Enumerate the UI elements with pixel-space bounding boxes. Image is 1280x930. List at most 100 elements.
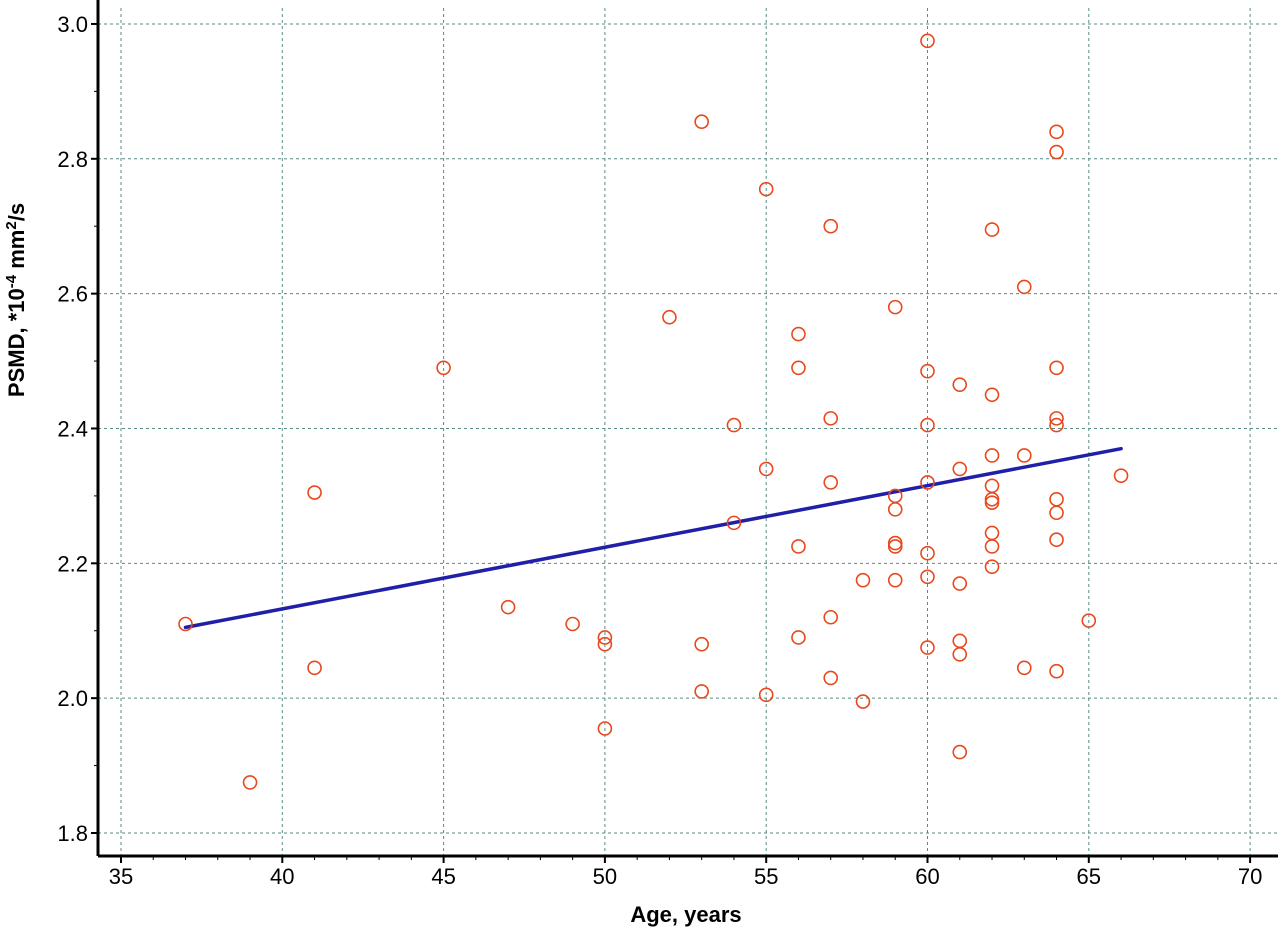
data-point bbox=[758, 181, 774, 197]
data-point bbox=[1049, 417, 1064, 433]
y-tick-label: 2.6 bbox=[57, 282, 88, 307]
y-axis-title: PSMD, *10-4 mm2/s bbox=[3, 203, 29, 397]
x-tick-labels: 35 40 45 50 55 60 65 70 bbox=[109, 864, 1263, 889]
data-point bbox=[1049, 360, 1064, 376]
data-point bbox=[1049, 124, 1064, 140]
y-tick-labels: 1.8 2.0 2.2 2.4 2.6 2.8 3.0 bbox=[57, 12, 88, 846]
x-tick-label: 50 bbox=[593, 864, 617, 889]
data-point bbox=[242, 775, 258, 790]
data-point bbox=[920, 33, 935, 49]
y-tick-label: 3.0 bbox=[57, 12, 88, 37]
data-point bbox=[887, 502, 903, 517]
data-point bbox=[1016, 660, 1032, 676]
data-point bbox=[887, 539, 903, 554]
data-point bbox=[823, 411, 839, 426]
x-tick-label: 35 bbox=[109, 864, 133, 889]
x-tick-label: 60 bbox=[915, 864, 939, 889]
data-point bbox=[823, 670, 839, 686]
y-tick-label: 2.8 bbox=[57, 147, 88, 172]
data-point bbox=[178, 616, 193, 632]
data-point bbox=[984, 491, 1000, 507]
data-point bbox=[952, 647, 968, 662]
data-point bbox=[597, 636, 613, 652]
data-point bbox=[565, 616, 580, 632]
x-tick-label: 65 bbox=[1077, 864, 1101, 889]
data-point bbox=[1016, 279, 1032, 295]
data-point bbox=[984, 387, 1000, 403]
data-point bbox=[984, 448, 1000, 463]
data-points bbox=[178, 33, 1129, 790]
data-point bbox=[984, 222, 1000, 237]
data-point bbox=[694, 684, 709, 699]
y-tick-label: 1.8 bbox=[57, 821, 88, 846]
data-point bbox=[694, 636, 709, 652]
data-point bbox=[952, 744, 968, 760]
data-point bbox=[952, 633, 968, 649]
data-point bbox=[920, 363, 935, 379]
data-point bbox=[1049, 532, 1064, 548]
x-tick-label: 45 bbox=[431, 864, 455, 889]
y-tick-label: 2.0 bbox=[57, 686, 88, 711]
data-point bbox=[855, 572, 871, 588]
data-point bbox=[920, 640, 935, 655]
data-point bbox=[984, 559, 1000, 574]
x-tick-label: 70 bbox=[1238, 864, 1262, 889]
data-point bbox=[791, 360, 806, 376]
grid bbox=[98, 8, 1278, 856]
data-point bbox=[307, 660, 322, 676]
data-point bbox=[500, 599, 516, 615]
y-tick-label: 2.4 bbox=[57, 416, 88, 441]
data-point bbox=[726, 515, 742, 531]
x-tick-label: 40 bbox=[270, 864, 294, 889]
data-point bbox=[1049, 505, 1064, 521]
data-point bbox=[823, 609, 839, 625]
data-point bbox=[984, 539, 1000, 554]
y-axis-title-exponent: -4 bbox=[3, 274, 20, 288]
regression-line-group bbox=[183, 446, 1123, 630]
data-point bbox=[952, 377, 968, 392]
data-point bbox=[1049, 411, 1064, 426]
axis-ticks bbox=[91, 22, 1252, 863]
data-point bbox=[726, 417, 742, 433]
data-point bbox=[662, 309, 677, 325]
data-point bbox=[920, 545, 935, 561]
x-axis-title: Age, years bbox=[630, 902, 741, 927]
data-point bbox=[920, 417, 935, 433]
data-point bbox=[791, 630, 806, 645]
data-point bbox=[887, 535, 903, 551]
data-point bbox=[694, 114, 709, 130]
data-point bbox=[1016, 448, 1032, 463]
regression-line bbox=[183, 446, 1123, 630]
data-point bbox=[791, 326, 806, 342]
data-point bbox=[952, 576, 968, 591]
y-tick-label: 2.2 bbox=[57, 551, 88, 576]
data-point bbox=[887, 572, 903, 588]
y-axis-title-main: PSMD, *10 bbox=[4, 288, 29, 397]
data-point bbox=[1081, 613, 1097, 628]
data-point bbox=[920, 569, 935, 585]
data-point bbox=[1049, 144, 1064, 160]
data-point bbox=[920, 475, 935, 490]
data-point bbox=[597, 721, 613, 736]
data-point bbox=[1049, 663, 1064, 679]
data-point bbox=[436, 360, 451, 376]
data-point bbox=[984, 495, 1000, 510]
x-tick-label: 55 bbox=[754, 864, 778, 889]
data-point bbox=[307, 485, 322, 500]
data-point bbox=[758, 461, 774, 477]
data-point bbox=[1049, 491, 1064, 507]
data-point bbox=[855, 694, 871, 709]
data-point bbox=[984, 525, 1000, 541]
data-point bbox=[984, 478, 1000, 494]
data-point bbox=[1113, 468, 1129, 483]
data-point bbox=[823, 475, 839, 490]
y-axis-title-squared: 2 bbox=[3, 221, 20, 229]
data-point bbox=[791, 539, 806, 554]
data-point bbox=[597, 630, 613, 645]
data-point bbox=[758, 687, 774, 703]
data-point bbox=[823, 218, 839, 234]
data-point bbox=[887, 299, 903, 315]
y-axis-title-tail: /s bbox=[4, 203, 29, 221]
y-axis-title-unit: mm bbox=[4, 230, 29, 275]
